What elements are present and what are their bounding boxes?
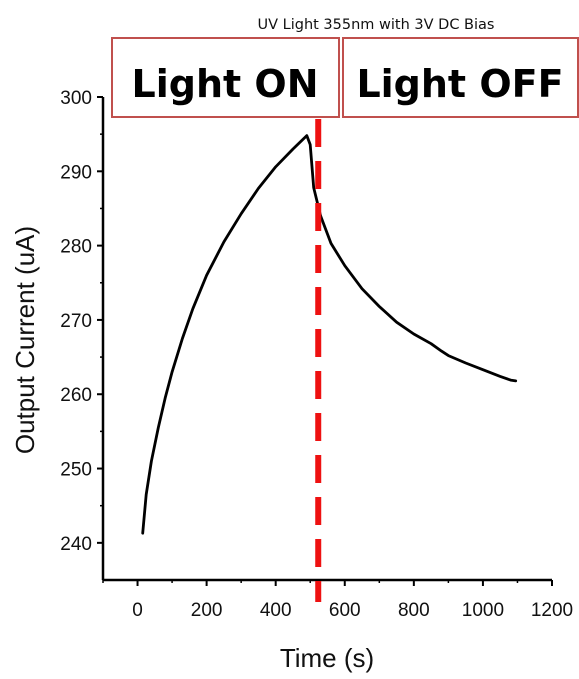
x-tick-label: 600 (329, 600, 361, 621)
series-line (141, 134, 518, 535)
y-axis-label: Output Current (uA) (10, 226, 40, 454)
light-on-label: Light ON (132, 62, 319, 106)
y-tick-label: 290 (60, 162, 92, 183)
light-off-box (342, 37, 579, 118)
x-ticks: 0 200 400 600 800 1000 1200 (102, 580, 573, 621)
y-tick-label: 280 (60, 237, 92, 258)
y-tick-label: 260 (60, 385, 92, 406)
y-tick-label: 300 (60, 88, 92, 109)
x-tick-label: 0 (132, 600, 143, 621)
x-tick-label: 1200 (531, 600, 573, 621)
x-tick-label: 800 (398, 600, 430, 621)
y-tick-label: 250 (60, 460, 92, 481)
y-ticks: 240 250 260 270 280 290 300 (60, 88, 103, 555)
light-on-box (111, 37, 340, 118)
x-tick-label: 400 (260, 600, 292, 621)
chart-title: UV Light 355nm with 3V DC Bias (258, 17, 495, 33)
x-tick-label: 200 (191, 600, 223, 621)
light-off-label: Light OFF (356, 62, 563, 106)
y-tick-label: 270 (60, 311, 92, 332)
y-tick-label: 240 (60, 534, 92, 555)
x-tick-label: 1000 (462, 600, 504, 621)
annotation-boxes: Light ON Light OFF (111, 37, 579, 118)
x-axis-label: Time (s) (280, 643, 374, 673)
